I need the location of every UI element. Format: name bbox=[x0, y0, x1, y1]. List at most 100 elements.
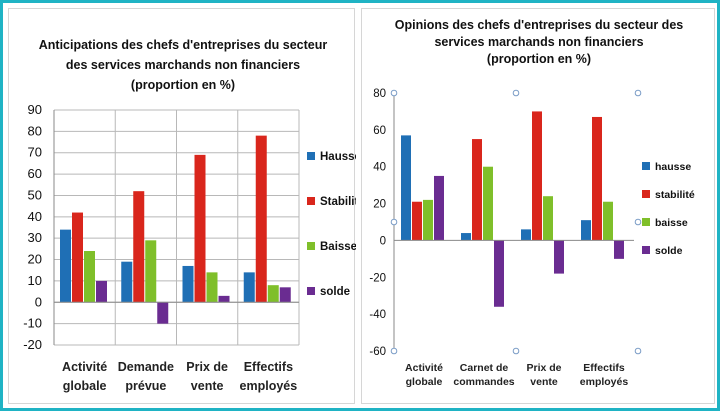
chart1-bar-stabilite-activite-globale bbox=[72, 212, 83, 303]
chart1-legend-swatch-hausse bbox=[307, 152, 315, 160]
chart1-y-tick-label: 0 bbox=[35, 294, 42, 309]
anticipations-chart: Anticipations des chefs d'entreprises du… bbox=[23, 38, 356, 393]
chart2-selection-handle bbox=[634, 347, 642, 355]
chart1-legend-swatch-baisse bbox=[307, 242, 315, 250]
chart2-y-tick-label: -60 bbox=[369, 346, 386, 358]
chart2-bar-solde-carnet-de-commandes bbox=[494, 240, 504, 307]
chart1-bar-hausse-prix-de-vente bbox=[182, 265, 194, 303]
chart1-bar-stabilite-effectifs-employes bbox=[255, 135, 267, 303]
chart2-category-label: vente bbox=[530, 376, 558, 388]
chart1-y-tick-label: 90 bbox=[28, 102, 42, 117]
chart2-category-label: Activité bbox=[405, 362, 443, 374]
chart2-selection-handle bbox=[390, 218, 398, 226]
chart2-bar-baisse-activite-globale bbox=[423, 199, 433, 241]
chart2-bar-baisse-carnet-de-commandes bbox=[483, 166, 493, 241]
chart2-selection-handle bbox=[634, 89, 642, 97]
chart2-bar-hausse-activite-globale bbox=[401, 135, 411, 241]
chart2-category-label: Carnet de bbox=[460, 362, 509, 374]
chart1-title-line: Anticipations des chefs d'entreprises du… bbox=[39, 38, 328, 52]
chart2-y-tick-label: 60 bbox=[373, 125, 386, 137]
chart2-bar-solde-effectifs-employes bbox=[614, 240, 624, 259]
chart1-bar-stabilite-demande-prevue bbox=[133, 191, 145, 303]
chart1-category-label: Prix de bbox=[186, 360, 228, 374]
chart2-selection-handle bbox=[390, 89, 398, 97]
chart2-y-tick-label: -20 bbox=[369, 272, 386, 284]
chart2-bar-stabilite-effectifs-employes bbox=[592, 116, 602, 241]
chart1-legend-label-stabilite: Stabilité bbox=[320, 196, 356, 208]
opinions-chart: Opinions des chefs d'entreprises du sect… bbox=[369, 18, 695, 388]
chart1-y-tick-label: 30 bbox=[28, 230, 42, 245]
chart1-bar-solde-activite-globale bbox=[96, 280, 107, 303]
chart1-bar-hausse-effectifs-employes bbox=[243, 272, 255, 303]
chart1-title-line: (proportion en %) bbox=[131, 78, 235, 92]
chart2-bar-hausse-carnet-de-commandes bbox=[461, 233, 471, 241]
chart2-bar-stabilite-prix-de-vente bbox=[532, 111, 542, 241]
chart1-y-tick-label: 40 bbox=[28, 209, 42, 224]
chart1-y-tick-label: 60 bbox=[28, 166, 42, 181]
chart2-selection-handle bbox=[512, 89, 520, 97]
chart1-category-label: Effectifs bbox=[244, 360, 293, 374]
chart2-bar-stabilite-carnet-de-commandes bbox=[472, 139, 482, 241]
chart1-bar-hausse-demande-prevue bbox=[121, 261, 133, 303]
chart2-selection-handle bbox=[512, 347, 520, 355]
chart1-legend-swatch-solde bbox=[307, 287, 315, 295]
chart1-category-label: prévue bbox=[125, 379, 166, 393]
chart2-title-line: Opinions des chefs d'entreprises du sect… bbox=[395, 18, 684, 32]
chart2-legend-swatch-stabilite bbox=[642, 190, 650, 198]
chart2-category-label: employés bbox=[580, 376, 629, 388]
chart-panel-anticipations: Anticipations des chefs d'entreprises du… bbox=[8, 8, 356, 404]
chart2-legend-label-solde: solde bbox=[655, 245, 683, 257]
chart2-bar-baisse-effectifs-employes bbox=[603, 201, 613, 241]
chart2-bar-hausse-effectifs-employes bbox=[581, 220, 591, 241]
chart1-category-label: employés bbox=[240, 379, 298, 393]
chart-panel-opinions: Opinions des chefs d'entreprises du sect… bbox=[361, 8, 715, 404]
chart1-bar-solde-demande-prevue bbox=[157, 302, 169, 324]
chart2-y-tick-label: 0 bbox=[380, 235, 386, 247]
chart1-bar-stabilite-prix-de-vente bbox=[194, 154, 206, 303]
chart2-legend-swatch-solde bbox=[642, 246, 650, 254]
chart2-y-tick-label: 80 bbox=[373, 88, 386, 100]
chart2-bar-baisse-prix-de-vente bbox=[543, 196, 553, 241]
chart1-y-tick-label: 20 bbox=[28, 252, 42, 267]
chart2-y-tick-label: 20 bbox=[373, 199, 386, 211]
chart2-category-label: Prix de bbox=[526, 362, 561, 374]
chart1-bar-baisse-effectifs-employes bbox=[267, 285, 279, 303]
chart2-legend-label-hausse: hausse bbox=[655, 161, 691, 173]
chart1-category-label: vente bbox=[191, 379, 224, 393]
chart2-category-label: Effectifs bbox=[583, 362, 625, 374]
chart2-selection-handle bbox=[634, 218, 642, 226]
chart1-category-label: globale bbox=[63, 379, 107, 393]
chart1-y-tick-label: -10 bbox=[23, 316, 42, 331]
chart2-y-tick-label: -40 bbox=[369, 309, 386, 321]
chart2-bar-solde-activite-globale bbox=[434, 175, 444, 241]
chart2-bar-hausse-prix-de-vente bbox=[521, 229, 531, 241]
chart2-selection-handle bbox=[390, 347, 398, 355]
chart1-y-tick-label: 50 bbox=[28, 187, 42, 202]
chart1-y-tick-label: -20 bbox=[23, 337, 42, 352]
chart2-legend-label-baisse: baisse bbox=[655, 217, 688, 229]
chart1-legend-label-solde: solde bbox=[320, 286, 350, 298]
chart1-y-tick-label: 80 bbox=[28, 123, 42, 138]
chart2-title-line: services marchands non financiers bbox=[434, 35, 643, 49]
chart1-bar-hausse-activite-globale bbox=[60, 229, 71, 303]
chart2-legend-swatch-hausse bbox=[642, 162, 650, 170]
chart1-bar-baisse-demande-prevue bbox=[145, 240, 157, 303]
chart1-y-tick-label: 10 bbox=[28, 273, 42, 288]
chart1-title-line: des services marchands non financiers bbox=[66, 58, 300, 72]
chart1-legend-swatch-stabilite bbox=[307, 197, 315, 205]
chart2-bar-stabilite-activite-globale bbox=[412, 201, 422, 241]
chart2-legend-swatch-baisse bbox=[642, 218, 650, 226]
chart1-category-label: Activité bbox=[62, 360, 107, 374]
chart2-y-tick-label: 40 bbox=[373, 162, 386, 174]
chart2-legend-label-stabilite: stabilité bbox=[655, 189, 695, 201]
chart2-title-line: (proportion en %) bbox=[487, 52, 591, 66]
chart1-y-tick-label: 70 bbox=[28, 145, 42, 160]
chart1-legend-label-hausse: Hausse bbox=[320, 151, 356, 163]
chart1-bar-baisse-prix-de-vente bbox=[206, 272, 218, 303]
chart1-bar-baisse-activite-globale bbox=[84, 251, 95, 303]
chart1-legend-label-baisse: Baisse bbox=[320, 241, 356, 253]
chart1-bar-solde-effectifs-employes bbox=[279, 287, 291, 303]
chart1-bar-solde-prix-de-vente bbox=[218, 295, 230, 303]
chart1-category-label: Demande bbox=[118, 360, 174, 374]
